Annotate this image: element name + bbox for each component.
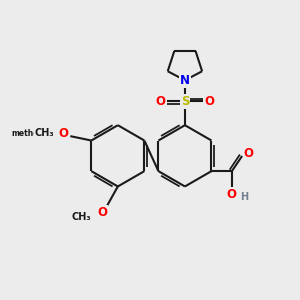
Text: O: O <box>98 206 107 219</box>
Text: CH₃: CH₃ <box>72 212 92 221</box>
Text: O: O <box>204 95 214 108</box>
Text: methoxy: methoxy <box>11 129 48 138</box>
Text: O: O <box>58 127 68 140</box>
Text: O: O <box>244 147 254 160</box>
Text: H: H <box>240 192 248 202</box>
Text: S: S <box>181 95 189 108</box>
Text: CH₃: CH₃ <box>35 128 54 138</box>
Text: N: N <box>180 74 190 87</box>
Text: O: O <box>155 95 165 108</box>
Text: O: O <box>227 188 237 201</box>
